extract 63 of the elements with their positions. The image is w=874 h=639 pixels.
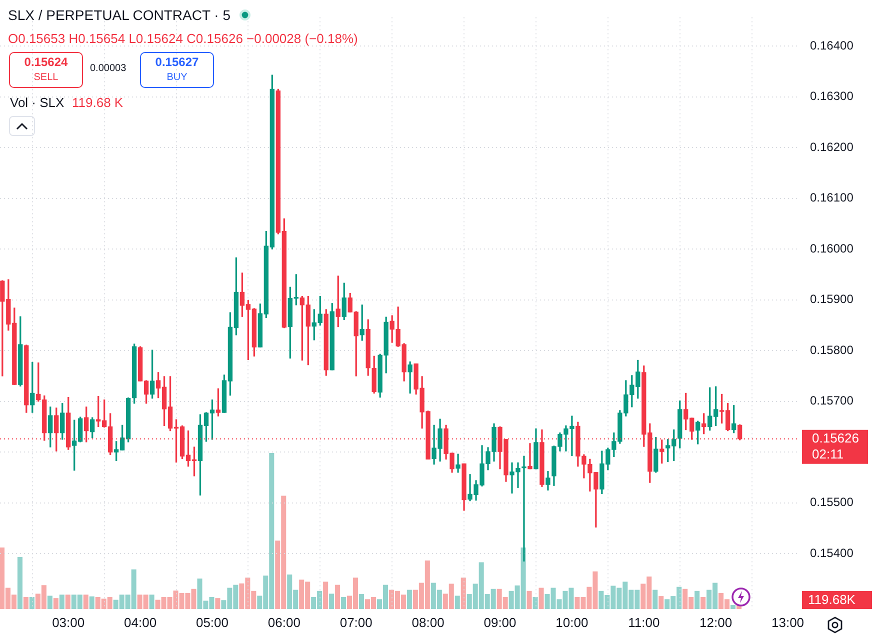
- bar: [659, 596, 664, 610]
- bar: [216, 598, 221, 610]
- bar: [730, 605, 736, 610]
- bar: [150, 595, 155, 610]
- x-tick-label: 07:00: [340, 614, 372, 630]
- y-tick-label: 0.15700: [810, 394, 854, 408]
- bar: [461, 578, 466, 610]
- annotation: BUY: [166, 72, 188, 83]
- text: O0.15653 H0.15654 L0.15624 C0.15626 −0.00028 (−0.18%): [8, 31, 358, 46]
- annotation: 0.00003: [90, 63, 126, 74]
- y-tick-label: 0.16300: [810, 89, 854, 104]
- bar: [54, 598, 59, 610]
- text: 02:11: [812, 446, 844, 462]
- ref-line-label: 0.15626: [812, 430, 859, 446]
- bar: [30, 597, 35, 610]
- bar: [60, 595, 65, 610]
- y-tick-label: 0.16200: [810, 140, 854, 154]
- candlestick: [456, 454, 460, 473]
- bar: [323, 582, 328, 610]
- annotation: 0.15627: [154, 55, 200, 69]
- text: 119.68K: [802, 591, 872, 610]
- bar: [694, 591, 700, 610]
- y-tick-label: 0.15900: [810, 292, 854, 306]
- x-tick-label: 13:00: [771, 614, 804, 630]
- bar: [90, 596, 95, 610]
- bar: [527, 591, 532, 610]
- x-tick-label: 06:00: [268, 614, 300, 630]
- x-tick-label: 11:00: [628, 614, 660, 630]
- bar: [539, 588, 544, 610]
- x-tick-label: 10:00: [556, 614, 588, 630]
- x-tick-label: 03:00: [52, 614, 85, 630]
- bar: [407, 590, 412, 610]
- bar: [18, 557, 23, 610]
- bar: [653, 590, 658, 610]
- candlestick: [528, 443, 532, 470]
- bar: [341, 597, 346, 610]
- y-tick-label: 0.15400: [810, 546, 854, 560]
- annotation: SELL: [34, 72, 58, 83]
- candlestick: [408, 361, 412, 394]
- x-tick-label: 04:00: [124, 614, 157, 630]
- y-tick-label: 0.16100: [810, 190, 854, 205]
- y-tick-label: 0.16000: [810, 241, 854, 256]
- annotation: 0.15624: [23, 55, 69, 69]
- y-tick-label: 0.15500: [810, 495, 854, 510]
- chart-title: SLX / PERPETUAL CONTRACT · 5: [8, 7, 232, 23]
- annotation: Vol · SLX: [10, 95, 64, 110]
- bar: [455, 596, 460, 610]
- bar: [700, 597, 706, 610]
- x-tick-label: 12:00: [700, 614, 732, 630]
- bar: [329, 594, 334, 610]
- bar: [66, 595, 71, 610]
- x-tick-label: 05:00: [196, 614, 229, 630]
- bar: [533, 597, 538, 610]
- bar: [359, 594, 364, 610]
- bar: [84, 595, 89, 610]
- bar: [48, 596, 53, 610]
- bar: [335, 585, 340, 610]
- x-tick-label: 08:00: [412, 614, 444, 630]
- x-tick-label: 09:00: [484, 614, 516, 630]
- y-tick-label: 0.15800: [810, 342, 854, 357]
- bar: [24, 597, 29, 610]
- y-tick-label: 0.16400: [810, 38, 854, 52]
- annotation: 119.68 K: [72, 95, 124, 110]
